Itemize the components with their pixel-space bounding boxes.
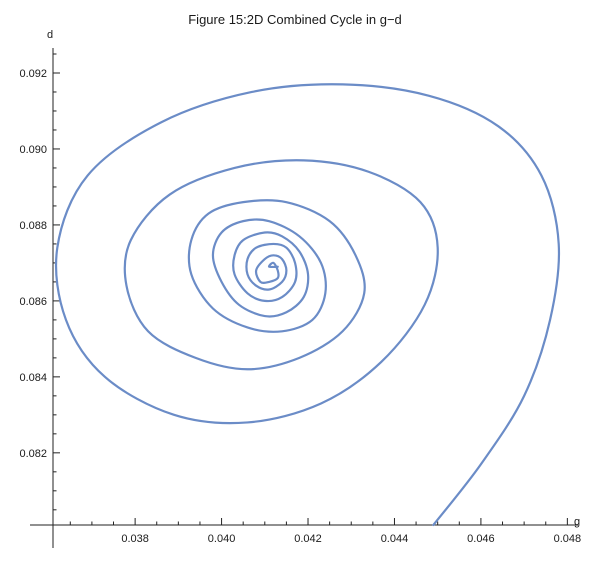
y-tick-label: 0.092: [19, 68, 47, 80]
y-tick-label: 0.090: [19, 144, 47, 156]
y-axis-label: d: [47, 29, 53, 41]
x-tick-label: 0.042: [294, 533, 322, 545]
x-tick-label: 0.046: [467, 533, 495, 545]
x-tick-label: 0.048: [554, 533, 582, 545]
y-tick-label: 0.082: [19, 448, 47, 460]
tick-marks: [53, 53, 568, 525]
x-axis-label: g: [574, 516, 580, 528]
y-tick-label: 0.088: [19, 220, 47, 232]
x-tick-label: 0.044: [381, 533, 409, 545]
x-tick-label: 0.040: [208, 533, 236, 545]
chart-title: Figure 15:2D Combined Cycle in g−d: [188, 12, 402, 27]
spiral-trajectory-line: [54, 83, 561, 527]
y-tick-label: 0.086: [19, 296, 47, 308]
x-tick-label: 0.038: [121, 533, 149, 545]
axes: [30, 48, 578, 548]
y-tick-label: 0.084: [19, 372, 47, 384]
series-layer: [54, 83, 561, 527]
tick-labels: 0.038 0.040 0.042 0.044 0.046 0.048 0.082 0.084…: [19, 68, 581, 545]
